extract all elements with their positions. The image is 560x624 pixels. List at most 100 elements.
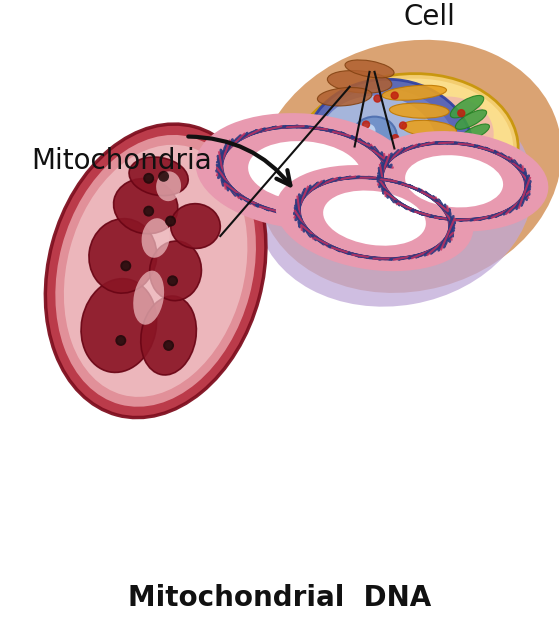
Ellipse shape: [150, 241, 202, 301]
Circle shape: [447, 186, 454, 193]
Circle shape: [120, 260, 131, 271]
Ellipse shape: [248, 141, 362, 202]
Ellipse shape: [156, 172, 181, 201]
Circle shape: [394, 166, 401, 173]
Ellipse shape: [318, 95, 437, 193]
Circle shape: [387, 172, 394, 178]
Ellipse shape: [345, 60, 394, 78]
Ellipse shape: [142, 218, 170, 258]
Ellipse shape: [360, 124, 376, 137]
Circle shape: [394, 144, 401, 150]
Ellipse shape: [45, 124, 266, 417]
Ellipse shape: [296, 79, 514, 234]
Circle shape: [362, 121, 370, 128]
Ellipse shape: [450, 95, 484, 118]
Ellipse shape: [81, 279, 157, 373]
Circle shape: [167, 275, 178, 286]
Circle shape: [346, 154, 353, 161]
Circle shape: [115, 335, 127, 346]
Ellipse shape: [171, 203, 220, 248]
Ellipse shape: [328, 71, 392, 93]
Ellipse shape: [360, 131, 548, 232]
Ellipse shape: [352, 117, 397, 157]
Circle shape: [404, 142, 411, 149]
Circle shape: [422, 156, 429, 163]
Circle shape: [391, 92, 398, 99]
Circle shape: [167, 218, 174, 225]
Circle shape: [351, 180, 358, 187]
Ellipse shape: [305, 79, 474, 223]
Circle shape: [458, 110, 465, 117]
Circle shape: [399, 122, 407, 129]
Ellipse shape: [455, 110, 487, 129]
Ellipse shape: [312, 89, 456, 208]
Circle shape: [317, 157, 324, 163]
Text: Mitochondrial  DNA: Mitochondrial DNA: [128, 584, 432, 612]
Circle shape: [408, 162, 416, 169]
Ellipse shape: [402, 137, 456, 157]
Ellipse shape: [129, 157, 188, 196]
Circle shape: [169, 277, 176, 285]
Circle shape: [145, 208, 152, 215]
Circle shape: [160, 173, 167, 180]
Circle shape: [312, 140, 319, 147]
Ellipse shape: [141, 296, 197, 375]
Circle shape: [374, 95, 381, 102]
Ellipse shape: [402, 120, 456, 137]
Ellipse shape: [405, 155, 503, 207]
Circle shape: [446, 132, 453, 139]
Circle shape: [165, 216, 176, 227]
Circle shape: [118, 337, 124, 344]
Circle shape: [376, 153, 383, 160]
Ellipse shape: [465, 187, 488, 202]
Circle shape: [354, 193, 361, 200]
Circle shape: [414, 184, 422, 191]
Circle shape: [314, 156, 321, 163]
Circle shape: [446, 144, 462, 159]
Ellipse shape: [389, 103, 449, 118]
Circle shape: [388, 157, 395, 164]
Ellipse shape: [196, 113, 414, 230]
Circle shape: [459, 158, 466, 165]
Circle shape: [398, 155, 404, 162]
Circle shape: [420, 152, 427, 159]
Circle shape: [163, 340, 174, 351]
Circle shape: [145, 175, 152, 182]
Ellipse shape: [257, 40, 560, 293]
Circle shape: [366, 179, 372, 186]
Circle shape: [416, 177, 423, 184]
Ellipse shape: [133, 271, 164, 324]
Ellipse shape: [460, 124, 489, 141]
Ellipse shape: [382, 85, 446, 100]
Circle shape: [379, 147, 386, 154]
Circle shape: [143, 173, 154, 184]
Circle shape: [486, 174, 492, 181]
Ellipse shape: [276, 165, 473, 271]
Circle shape: [483, 151, 489, 158]
Circle shape: [393, 149, 400, 156]
Circle shape: [122, 262, 129, 270]
Circle shape: [338, 197, 345, 204]
Circle shape: [480, 155, 487, 162]
Ellipse shape: [256, 85, 533, 306]
Circle shape: [158, 171, 169, 182]
Ellipse shape: [64, 145, 248, 397]
Ellipse shape: [89, 218, 157, 293]
Circle shape: [437, 143, 444, 150]
Text: Cell: Cell: [403, 3, 455, 31]
Circle shape: [400, 153, 408, 160]
Circle shape: [441, 154, 457, 169]
Circle shape: [392, 135, 399, 142]
Ellipse shape: [318, 87, 372, 106]
Ellipse shape: [291, 74, 518, 239]
Circle shape: [330, 201, 337, 208]
Text: Mitochondria: Mitochondria: [31, 147, 212, 175]
Ellipse shape: [55, 135, 256, 407]
Circle shape: [143, 206, 154, 217]
Ellipse shape: [114, 178, 178, 234]
Circle shape: [451, 145, 458, 152]
Ellipse shape: [323, 190, 426, 246]
Ellipse shape: [395, 97, 494, 177]
Circle shape: [404, 168, 412, 175]
Circle shape: [394, 162, 401, 169]
